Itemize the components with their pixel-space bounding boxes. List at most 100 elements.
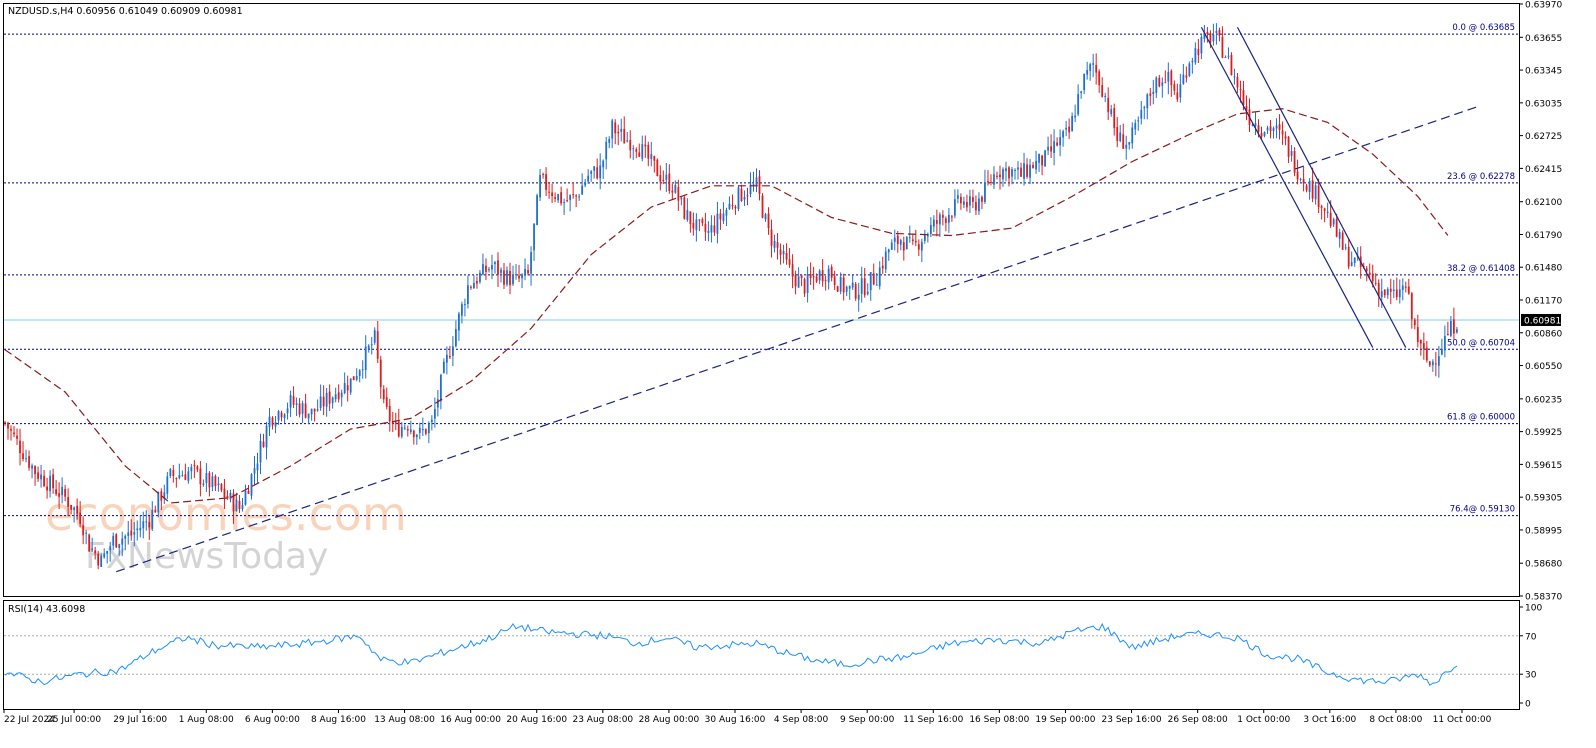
- candle-body: [1383, 289, 1386, 296]
- y-axis-tick-label: 0.63655: [1525, 34, 1562, 44]
- candle-body: [163, 492, 166, 499]
- candle-body: [1344, 247, 1347, 249]
- candle-body: [133, 532, 136, 535]
- candle-body: [935, 220, 938, 224]
- candle-body: [1230, 54, 1233, 76]
- candle-body: [800, 275, 803, 278]
- y-axis-tick-label: 0.59925: [1525, 428, 1562, 438]
- candle-body: [638, 152, 641, 157]
- candle-body: [794, 275, 797, 287]
- y-axis-tick-label: 0.62100: [1525, 198, 1562, 208]
- rsi-title: RSI(14) 43.6098: [8, 604, 85, 615]
- candle-body: [319, 396, 322, 408]
- candle-body: [839, 277, 842, 292]
- y-axis-tick-label: 0.60860: [1525, 329, 1562, 339]
- candle-body: [253, 468, 256, 474]
- candle-body: [1011, 169, 1013, 177]
- candle-body: [61, 486, 64, 496]
- x-axis-tick-label: 28 Aug 00:00: [639, 715, 700, 725]
- candle-body: [914, 240, 917, 243]
- candle-body: [824, 279, 827, 281]
- candle-body: [875, 284, 878, 286]
- candle-body: [755, 177, 758, 186]
- candle-body: [530, 252, 532, 274]
- candle-body: [710, 225, 713, 233]
- rsi-line: [4, 622, 1458, 686]
- candle-body: [1158, 77, 1161, 87]
- x-axis-tick-label: 30 Aug 16:00: [705, 715, 766, 725]
- candle-body: [482, 264, 484, 275]
- candle-body: [854, 283, 857, 299]
- candle-body: [367, 345, 370, 349]
- candle-body: [815, 276, 818, 282]
- candle-body: [397, 421, 400, 437]
- candle-body: [286, 408, 289, 414]
- x-axis-tick-label: 23 Sep 16:00: [1102, 715, 1162, 725]
- candle-body: [1098, 71, 1101, 86]
- candle-body: [773, 240, 776, 248]
- candle-body: [602, 160, 605, 168]
- fib-level-label: 50.0 @ 0.60704: [1447, 338, 1515, 348]
- y-axis-tick-label: 0.61170: [1525, 297, 1562, 307]
- candle-body: [196, 466, 199, 470]
- candle-body: [572, 194, 575, 196]
- candle-body: [788, 259, 791, 265]
- candle-body: [716, 213, 719, 234]
- candle-body: [343, 383, 346, 394]
- candle-body: [632, 148, 635, 150]
- candle-body: [1047, 146, 1049, 151]
- candle-body: [899, 240, 902, 245]
- candle-body: [64, 488, 67, 497]
- candle-body: [1182, 74, 1185, 84]
- candle-body: [818, 270, 821, 281]
- candle-body: [385, 397, 388, 407]
- candle-body: [277, 411, 280, 421]
- candle-body: [1284, 136, 1287, 139]
- y-axis-tick-label: 0.61480: [1525, 264, 1562, 274]
- candle-body: [866, 291, 869, 295]
- candle-body: [130, 530, 133, 536]
- candle-body: [650, 154, 653, 160]
- candle-body: [1077, 94, 1080, 115]
- candle-body: [836, 286, 839, 292]
- candle-body: [115, 534, 118, 548]
- candle-body: [617, 131, 620, 134]
- candle-body: [40, 474, 42, 480]
- candle-body: [1119, 132, 1122, 142]
- candle-body: [445, 354, 448, 363]
- candle-body: [313, 408, 316, 412]
- candle-body: [1032, 164, 1034, 169]
- candle-body: [103, 553, 106, 558]
- candle-body: [1290, 151, 1293, 156]
- candle-body: [250, 474, 253, 496]
- candle-body: [1134, 122, 1137, 130]
- candle-body: [981, 196, 983, 202]
- candle-body: [1329, 212, 1332, 226]
- candle-body: [127, 532, 130, 536]
- candle-body: [608, 139, 611, 143]
- candle-body: [776, 242, 779, 248]
- candle-body: [1125, 144, 1128, 149]
- candle-body: [845, 286, 848, 292]
- current-price-label: 0.60981: [1524, 316, 1561, 326]
- candle-body: [274, 422, 277, 427]
- candle-body: [283, 414, 286, 419]
- candle-body: [76, 505, 79, 514]
- candle-body: [932, 219, 935, 227]
- candle-body: [142, 521, 145, 529]
- candle-body: [491, 264, 493, 270]
- candle-body: [454, 329, 457, 347]
- candle-body: [1056, 142, 1059, 146]
- candle-body: [569, 195, 572, 201]
- candle-body: [1089, 64, 1092, 72]
- fib-level-label: 38.2 @ 0.61408: [1447, 264, 1515, 274]
- candle-body: [680, 197, 683, 200]
- candle-body: [436, 399, 439, 408]
- candle-body: [292, 396, 295, 405]
- candle-body: [10, 428, 12, 431]
- candle-body: [1416, 327, 1419, 342]
- candle-body: [1101, 85, 1104, 97]
- candle-body: [896, 235, 899, 245]
- candle-body: [1071, 115, 1074, 132]
